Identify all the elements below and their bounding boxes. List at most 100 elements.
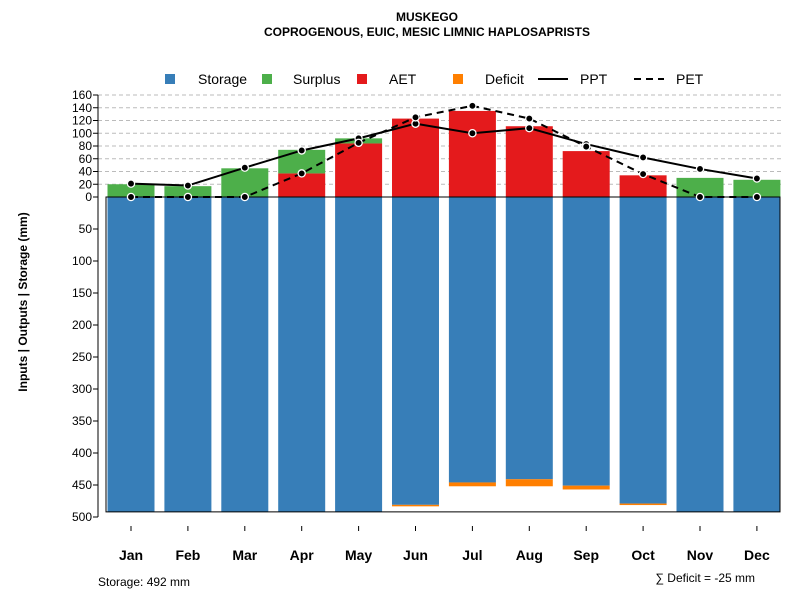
x-tick-label-oct: Oct (631, 547, 655, 563)
chart-subtitle: COPROGENOUS, EUIC, MESIC LIMNIC HAPLOSAP… (264, 25, 590, 39)
storage-bar-mar (221, 197, 269, 512)
upper-tick-label-120: 120 (72, 114, 92, 128)
aet-bar-may (335, 143, 383, 197)
surplus-bar-feb (164, 186, 212, 197)
lower-tick-label-450: 450 (72, 478, 92, 492)
legend-swatch-surplus (262, 74, 272, 84)
upper-tick-label-0: 0 (85, 190, 92, 204)
x-tick-label-dec: Dec (744, 547, 770, 563)
ppt-point-nov (695, 164, 705, 174)
storage-bar-jul (448, 197, 496, 483)
x-tick-label-feb: Feb (175, 547, 200, 563)
lower-tick-label-200: 200 (72, 318, 92, 332)
storage-bar-jan (107, 197, 155, 512)
storage-note: Storage: 492 mm (98, 575, 190, 589)
lower-tick-label-300: 300 (72, 382, 92, 396)
surplus-bar-jan (107, 184, 155, 197)
pet-point-sep (581, 142, 591, 151)
deficit-bar-sep (562, 485, 610, 490)
legend-label-pet: PET (676, 71, 704, 87)
ppt-point-apr (297, 146, 306, 155)
surplus-bar-dec (733, 179, 781, 197)
lower-tick-label-350: 350 (72, 414, 92, 428)
pet-point-jan (126, 192, 136, 202)
pet-line (131, 104, 757, 198)
pet-point-jun (411, 113, 420, 122)
deficit-bar-oct (619, 503, 667, 506)
ppt-point-jul (468, 128, 477, 138)
ppt-point-dec (752, 174, 762, 183)
upper-tick-label-160: 160 (72, 88, 92, 102)
x-tick-label-jul: Jul (462, 547, 482, 563)
lower-tick-label-50: 50 (79, 222, 93, 236)
series-lines (126, 101, 762, 202)
ppt-point-mar (240, 163, 250, 172)
pet-point-aug (525, 114, 534, 123)
aet-bar-aug (505, 126, 553, 197)
legend-label-surplus: Surplus (293, 71, 340, 87)
deficit-bar-jun (392, 504, 439, 507)
ppt-point-jan (126, 179, 136, 188)
storage-bar-nov (676, 197, 724, 512)
x-tick-label-jan: Jan (119, 547, 143, 563)
storage-bar-feb (164, 197, 212, 512)
upper-tick-label-140: 140 (72, 101, 92, 115)
upper-tick-label-20: 20 (79, 177, 93, 191)
ppt-point-feb (183, 181, 193, 190)
legend-label-aet: AET (389, 71, 417, 87)
ppt-point-aug (525, 123, 534, 133)
storage-bar-apr (278, 197, 326, 512)
grid-lines (98, 94, 782, 185)
aet-bar-oct (619, 175, 667, 197)
legend-label-storage: Storage (198, 71, 247, 87)
pet-point-jul (468, 101, 477, 111)
upper-tick-label-80: 80 (79, 139, 93, 153)
axes: 0204060801001201401605010015020025030035… (72, 88, 770, 563)
upper-tick-label-100: 100 (72, 126, 92, 140)
storage-bar-may (335, 197, 383, 512)
lower-tick-label-500: 500 (72, 510, 92, 524)
x-tick-label-apr: Apr (290, 547, 315, 563)
pet-point-oct (638, 169, 648, 179)
pet-point-dec (752, 192, 762, 202)
upper-tick-label-40: 40 (79, 165, 93, 179)
storage-bar-jun (392, 197, 439, 505)
deficit-bar-jul (448, 482, 496, 487)
legend-label-deficit: Deficit (485, 71, 524, 87)
pet-point-nov (695, 192, 705, 202)
pet-point-apr (297, 169, 306, 178)
legend-label-ppt: PPT (580, 71, 608, 87)
x-tick-label-jun: Jun (403, 547, 428, 563)
pet-point-may (354, 138, 363, 148)
upper-tick-label-60: 60 (79, 152, 93, 166)
y-axis-label: Inputs | Outputs | Storage (mm) (16, 212, 30, 391)
chart-title: MUSKEGO (396, 10, 458, 24)
legend-swatch-aet (357, 74, 367, 84)
x-tick-label-may: May (345, 547, 372, 563)
storage-bar-aug (505, 197, 553, 480)
x-tick-label-sep: Sep (573, 547, 599, 563)
aet-bar-jul (448, 110, 496, 197)
legend: Storage Surplus AET Deficit PPT PET (165, 71, 704, 87)
lower-tick-label-100: 100 (72, 254, 92, 268)
storage-bar-dec (733, 197, 781, 512)
x-tick-label-aug: Aug (516, 547, 543, 563)
x-tick-label-nov: Nov (687, 547, 714, 563)
lower-tick-label-400: 400 (72, 446, 92, 460)
legend-swatch-storage (165, 74, 175, 84)
storage-bar-oct (619, 197, 667, 504)
x-tick-label-mar: Mar (232, 547, 257, 563)
bars (107, 110, 781, 512)
storage-bar-sep (562, 197, 610, 486)
aet-bar-sep (562, 151, 610, 197)
deficit-bar-aug (505, 479, 553, 487)
deficit-note: ∑ Deficit = -25 mm (655, 571, 755, 585)
ppt-point-oct (638, 153, 648, 162)
pet-point-mar (240, 192, 250, 202)
legend-swatch-deficit (453, 74, 463, 84)
pet-point-feb (183, 192, 193, 202)
aet-bar-jun (392, 118, 439, 197)
ppt-line (130, 122, 758, 187)
lower-tick-label-250: 250 (72, 350, 92, 364)
